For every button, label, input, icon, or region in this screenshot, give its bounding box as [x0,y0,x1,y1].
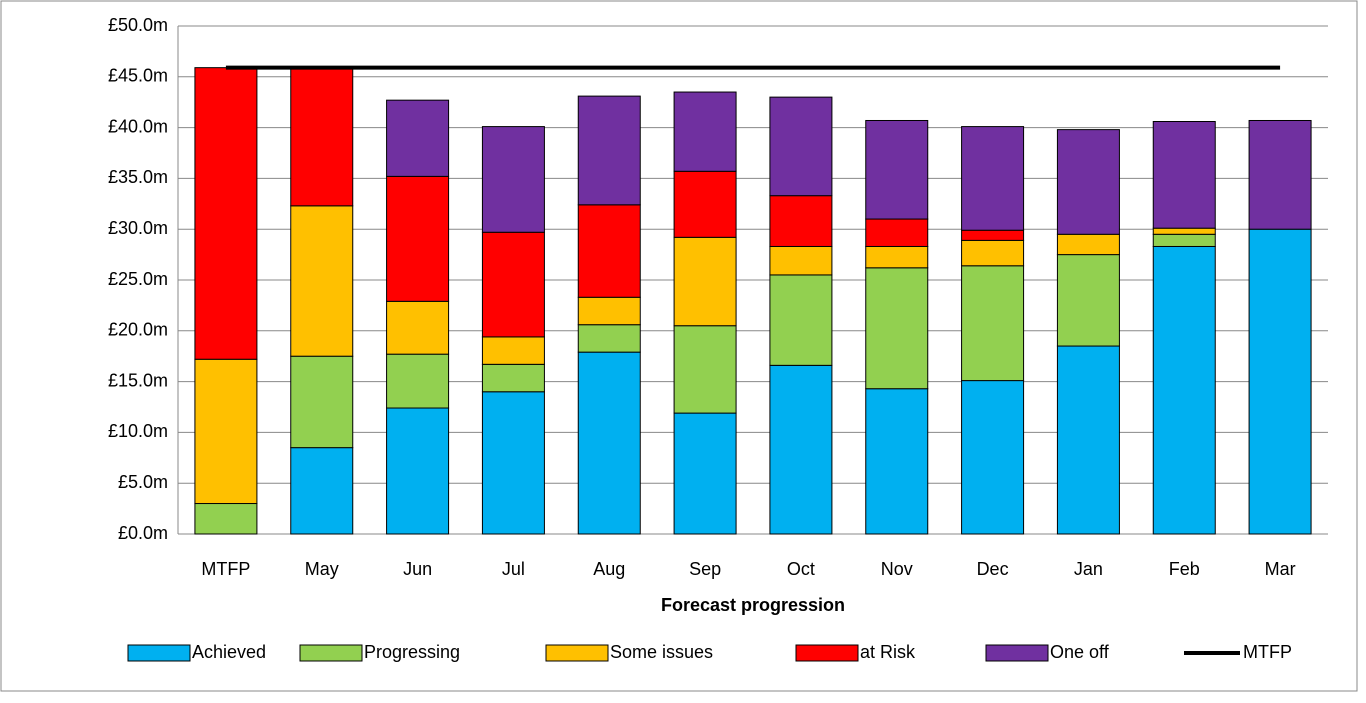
bar-segment [386,99,450,177]
legend-label: Some issues [610,642,713,662]
bar-segment [1056,129,1120,235]
bar-segment [673,325,737,414]
bar-segment [290,205,354,357]
y-tick-label: £45.0m [108,66,168,86]
legend-swatch [127,644,191,662]
bar-segment [961,239,1025,267]
legend-swatch [985,644,1049,662]
bar-segment [1152,227,1216,235]
legend-swatch [299,644,363,662]
bar-segment [481,231,545,338]
bar-segment [673,412,737,535]
bar-segment [1248,228,1312,535]
bar-segment [673,170,737,238]
bar-segment [865,119,929,220]
x-tick-label: Jun [403,559,432,579]
bar-segment [481,363,545,393]
x-tick-label: Mar [1265,559,1296,579]
y-tick-label: £0.0m [118,523,168,543]
bar-segment [386,407,450,535]
bar-segment [673,236,737,327]
y-tick-label: £5.0m [118,472,168,492]
bar-segment [290,67,354,207]
bar-segment [290,447,354,535]
bar-segment [481,126,545,233]
x-tick-label: Jul [502,559,525,579]
x-tick-label: Dec [977,559,1009,579]
x-tick-label: Oct [787,559,815,579]
legend-swatch [545,644,609,662]
legend-swatch [795,644,859,662]
bar-segment [961,126,1025,231]
bar-segment [865,245,929,269]
bar-segment [577,324,641,353]
x-tick-label: Jan [1074,559,1103,579]
bar-segment [769,274,833,366]
bar-segment [1056,233,1120,256]
bar-segment [386,175,450,302]
x-tick-label: Nov [881,559,913,579]
y-tick-label: £35.0m [108,167,168,187]
bar-segment [577,351,641,535]
legend-label: Progressing [364,642,460,662]
bar-segment [961,380,1025,535]
bar-segment [1152,233,1216,247]
bar-segment [673,91,737,172]
y-tick-label: £15.0m [108,370,168,390]
bar-segment [481,336,545,365]
legend-label: MTFP [1243,642,1292,662]
bar-segment [481,391,545,535]
x-tick-label: MTFP [201,559,250,579]
bar-segment [769,364,833,535]
bar-segment [194,503,258,535]
bar-segment [386,300,450,355]
bar-segment [194,67,258,360]
x-axis-title: Forecast progression [661,595,845,615]
y-tick-label: £25.0m [108,269,168,289]
bar-segment [1152,121,1216,229]
bar-segment [577,296,641,326]
bar-segment [1056,345,1120,535]
bar-segment [1056,254,1120,347]
bar-segment [769,245,833,276]
y-tick-label: £50.0m [108,15,168,35]
bar-segment [865,218,929,247]
x-tick-label: May [305,559,339,579]
bar-segment [865,388,929,535]
bar-segment [769,195,833,247]
x-tick-label: Sep [689,559,721,579]
bar-segment [194,358,258,505]
bar-segment [769,96,833,197]
x-tick-label: Feb [1169,559,1200,579]
bar-segment [961,229,1025,241]
bar-segment [290,355,354,449]
y-tick-label: £30.0m [108,218,168,238]
bar-segment [865,267,929,390]
legend-label: Achieved [192,642,266,662]
legend-label: at Risk [860,642,916,662]
bar-segment [577,95,641,206]
bar-segment [1248,119,1312,230]
bar-segment [961,265,1025,382]
y-tick-label: £20.0m [108,320,168,340]
bar-segment [577,204,641,298]
y-tick-label: £10.0m [108,421,168,441]
x-tick-label: Aug [593,559,625,579]
y-tick-label: £40.0m [108,116,168,136]
bar-segment [1152,245,1216,535]
legend-label: One off [1050,642,1110,662]
bar-segment [386,353,450,409]
